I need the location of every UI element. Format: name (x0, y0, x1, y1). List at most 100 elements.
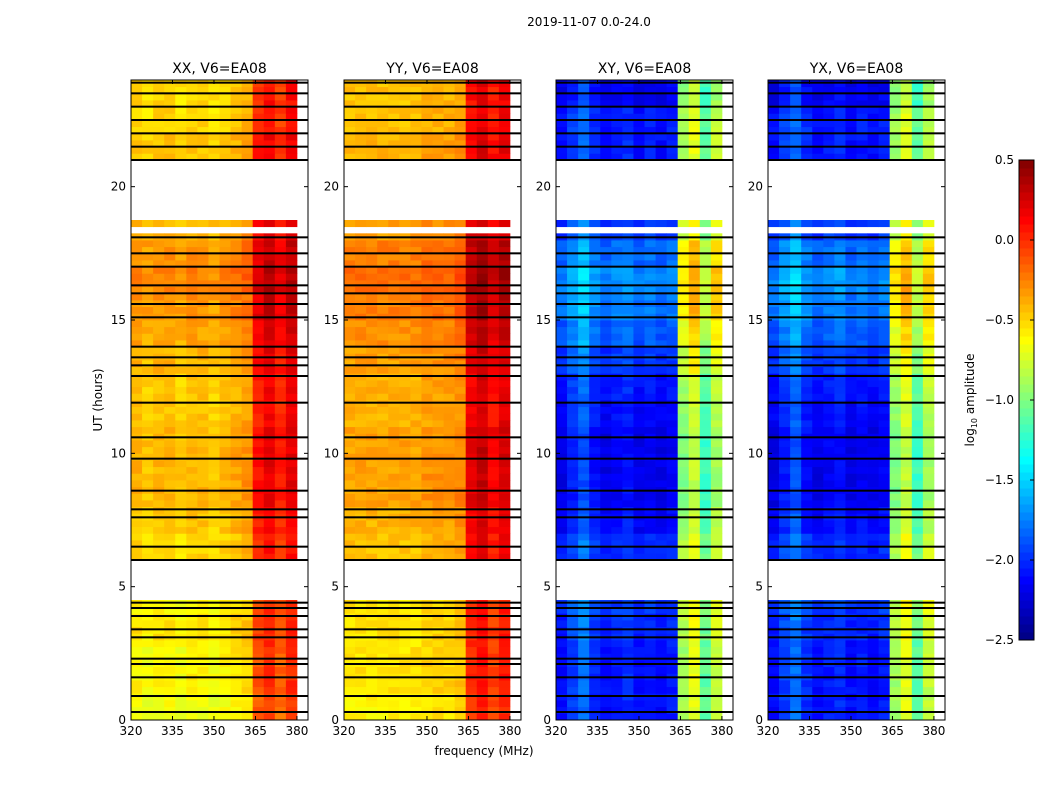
heatmap-cell (556, 347, 567, 354)
heatmap-cell (477, 347, 488, 354)
heatmap-cell (801, 253, 812, 260)
heatmap-cell (275, 547, 286, 554)
heatmap-cell (801, 347, 812, 354)
heatmap-cell (142, 240, 153, 247)
heatmap-cell (388, 500, 399, 507)
heatmap-cell (689, 647, 700, 654)
heatmap-cell (923, 320, 934, 327)
heatmap-cell (768, 333, 779, 340)
heatmap-cell (220, 327, 231, 334)
heatmap-cell (857, 220, 868, 227)
heatmap-cell (175, 520, 186, 527)
heatmap-cell (399, 460, 410, 467)
heatmap-cell (186, 493, 197, 500)
heatmap-cell (355, 307, 366, 314)
heatmap-cell (410, 480, 421, 487)
heatmap-cell (197, 647, 208, 654)
heatmap-cell (678, 387, 689, 394)
heatmap-cell (433, 427, 444, 434)
heatmap-cell (477, 620, 488, 627)
heatmap-cell (578, 93, 589, 100)
heatmap-cell (645, 440, 656, 447)
heatmap-cell (197, 440, 208, 447)
heatmap-cell (131, 547, 142, 554)
heatmap-cell (264, 327, 275, 334)
heatmap-cell (142, 347, 153, 354)
heatmap-cell (410, 93, 421, 100)
heatmap-cell (768, 420, 779, 427)
flagged-row (344, 346, 521, 348)
heatmap-cell (890, 413, 901, 420)
heatmap-cell (689, 480, 700, 487)
heatmap-cell (275, 273, 286, 280)
heatmap-cell (242, 500, 253, 507)
x-tick-label: 335 (161, 724, 184, 738)
heatmap-cell (868, 667, 879, 674)
heatmap-cell (879, 667, 890, 674)
heatmap-cell (421, 347, 432, 354)
heatmap-cell (567, 120, 578, 127)
heatmap-cell (131, 273, 142, 280)
heatmap-cell (857, 533, 868, 540)
flagged-row (344, 252, 521, 254)
heatmap-cell (220, 713, 231, 720)
heatmap-cell (410, 387, 421, 394)
heatmap-cell (645, 700, 656, 707)
heatmap-cell (286, 133, 297, 140)
flagged-row (556, 303, 733, 305)
heatmap-cell (890, 267, 901, 274)
heatmap-cell (600, 147, 611, 154)
heatmap-cell (220, 680, 231, 687)
heatmap-cell (286, 120, 297, 127)
heatmap-cell (208, 467, 219, 474)
heatmap-cell (567, 620, 578, 627)
heatmap-cell (901, 367, 912, 374)
heatmap-cell (578, 640, 589, 647)
heatmap-cell (355, 440, 366, 447)
heatmap-cell (410, 620, 421, 627)
heatmap-cell (355, 493, 366, 500)
heatmap-cell (186, 347, 197, 354)
heatmap-cell (868, 380, 879, 387)
heatmap-cell (444, 547, 455, 554)
heatmap-cell (208, 147, 219, 154)
heatmap-cell (421, 333, 432, 340)
heatmap-cell (355, 527, 366, 534)
heatmap-cell (879, 440, 890, 447)
heatmap-cell (689, 667, 700, 674)
heatmap-cell (153, 133, 164, 140)
heatmap-cell (633, 420, 644, 427)
heatmap-cell (208, 333, 219, 340)
heatmap-cell (556, 267, 567, 274)
heatmap-cell (611, 307, 622, 314)
heatmap-cell (399, 220, 410, 227)
heatmap-cell (131, 500, 142, 507)
heatmap-cell (622, 327, 633, 334)
heatmap-cell (455, 667, 466, 674)
heatmap-cell (667, 440, 678, 447)
heatmap-cell (264, 220, 275, 227)
heatmap-cell (197, 107, 208, 114)
flagged-row (556, 695, 733, 697)
heatmap-cell (812, 107, 823, 114)
heatmap-cell (812, 320, 823, 327)
heatmap-cell (197, 467, 208, 474)
heatmap-cell (286, 420, 297, 427)
heatmap-cell (768, 473, 779, 480)
heatmap-cell (667, 493, 678, 500)
heatmap-cell (455, 533, 466, 540)
heatmap-cell (275, 467, 286, 474)
heatmap-cell (667, 527, 678, 534)
heatmap-cell (388, 667, 399, 674)
heatmap-cell (801, 620, 812, 627)
heatmap-cell (164, 533, 175, 540)
heatmap-cell (823, 647, 834, 654)
heatmap-cell (186, 680, 197, 687)
heatmap-cell (879, 500, 890, 507)
heatmap-cell (220, 533, 231, 540)
heatmap-cell (622, 273, 633, 280)
heatmap-cell (678, 493, 689, 500)
heatmap-cell (678, 667, 689, 674)
heatmap-cell (689, 713, 700, 720)
flagged-row (556, 146, 733, 148)
